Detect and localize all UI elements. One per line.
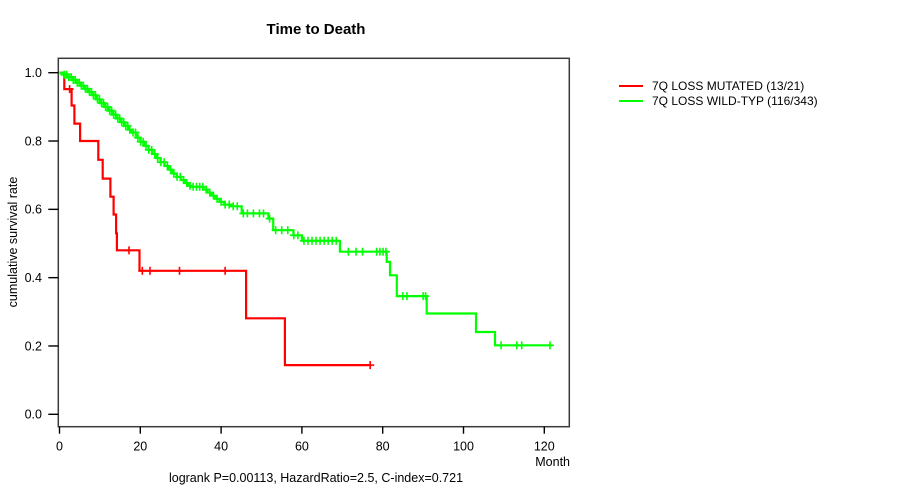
x-axis-label: Month [535,455,570,469]
plot-box [57,57,571,428]
legend-label-wildtype: 7Q LOSS WILD-TYP (116/343) [652,93,818,108]
y-tick-label: 0.8 [25,134,42,148]
wildtype-line-swatch [619,99,643,102]
legend-item-wildtype: 7Q LOSS WILD-TYP (116/343) [619,94,818,109]
wildtype-survival-curve [59,71,552,347]
chart-title: Time to Death [266,21,366,38]
stats-annotation: logrank P=0.00113, HazardRatio=2.5, C-in… [168,471,464,485]
y-tick-label: 1.0 [25,66,42,80]
y-tick-label: 0.4 [25,271,42,285]
legend-label-mutated: 7Q LOSS MUTATED (13/21) [652,79,805,94]
y-tick-label: 0.0 [25,408,42,422]
y-axis-label: cumulative survival rate [6,176,20,308]
x-tick-label: 80 [376,440,390,454]
x-tick-label: 20 [133,440,147,454]
y-tick-label: 0.6 [25,203,42,217]
legend-item-mutated: 7Q LOSS MUTATED (13/21) [619,79,818,94]
x-tick-label: 0 [56,440,63,454]
y-tick-label: 0.2 [25,339,42,353]
x-tick-label: 60 [295,440,309,454]
wildtype-censor-marks [60,70,554,350]
x-tick-label: 100 [453,440,474,454]
x-tick-label: 120 [534,440,555,454]
x-tick-label: 40 [214,440,228,454]
mutated-line-swatch [619,85,643,88]
mutated-survival-curve [59,71,371,367]
mutated-censor-marks [65,85,375,370]
legend: 7Q LOSS MUTATED (13/21) 7Q LOSS WILD-TYP… [619,79,818,108]
